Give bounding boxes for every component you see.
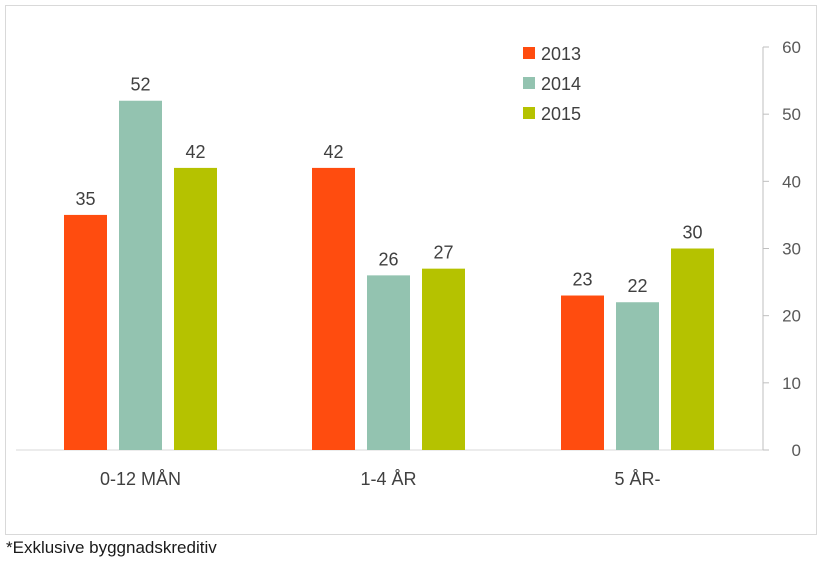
bar — [119, 100, 162, 450]
legend-swatch — [523, 107, 535, 119]
bar — [367, 275, 410, 450]
bar — [174, 167, 217, 450]
legend-label: 2013 — [541, 44, 581, 64]
category-label: 1-4 ÅR — [360, 469, 416, 489]
category-label: 0-12 MÅN — [100, 469, 181, 489]
data-label: 30 — [682, 223, 702, 243]
data-label: 42 — [185, 142, 205, 162]
y-tick-label: 40 — [782, 172, 801, 191]
y-tick-label: 50 — [782, 105, 801, 124]
data-label: 23 — [572, 270, 592, 290]
data-label: 26 — [378, 249, 398, 269]
legend-swatch — [523, 47, 535, 59]
bar — [312, 167, 355, 450]
data-label: 22 — [627, 276, 647, 296]
bar — [616, 302, 659, 450]
y-tick-label: 0 — [792, 441, 801, 460]
category-label: 5 ÅR- — [614, 469, 660, 489]
data-label: 27 — [433, 243, 453, 263]
y-tick-label: 30 — [782, 240, 801, 259]
bar — [422, 268, 465, 450]
y-tick-label: 20 — [782, 307, 801, 326]
bar — [671, 248, 714, 450]
data-label: 35 — [75, 189, 95, 209]
legend-label: 2014 — [541, 74, 581, 94]
data-label: 42 — [323, 142, 343, 162]
data-label: 52 — [130, 75, 150, 95]
legend-label: 2015 — [541, 104, 581, 124]
footnote: *Exklusive byggnadskreditiv — [6, 538, 217, 557]
legend-swatch — [523, 77, 535, 89]
y-tick-label: 60 — [782, 38, 801, 57]
bar — [64, 214, 107, 450]
bar — [561, 295, 604, 450]
y-tick-label: 10 — [782, 374, 801, 393]
